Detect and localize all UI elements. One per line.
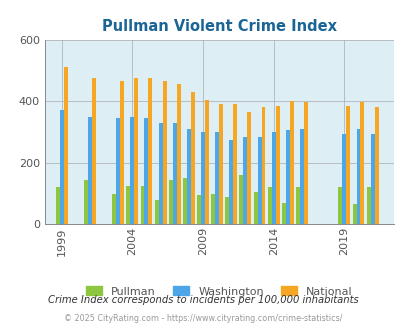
Bar [295, 187, 299, 224]
Bar [176, 84, 180, 224]
Bar [168, 180, 172, 224]
Bar [345, 106, 350, 224]
Bar [92, 78, 96, 224]
Bar [338, 187, 341, 224]
Bar [196, 195, 200, 224]
Bar [134, 78, 138, 224]
Bar [112, 194, 116, 224]
Bar [183, 178, 186, 224]
Bar [186, 129, 190, 224]
Legend: Pullman, Washington, National: Pullman, Washington, National [81, 282, 356, 301]
Bar [211, 194, 215, 224]
Bar [239, 175, 243, 224]
Bar [261, 107, 265, 224]
Bar [275, 106, 279, 224]
Bar [271, 132, 275, 224]
Bar [289, 101, 293, 224]
Bar [267, 187, 271, 224]
Bar [144, 118, 148, 224]
Bar [232, 104, 237, 224]
Bar [140, 186, 144, 224]
Bar [257, 137, 261, 224]
Bar [120, 81, 124, 224]
Bar [130, 116, 134, 224]
Bar [55, 187, 60, 224]
Bar [190, 92, 194, 224]
Bar [370, 134, 374, 224]
Text: Crime Index corresponds to incidents per 100,000 inhabitants: Crime Index corresponds to incidents per… [47, 295, 358, 305]
Bar [215, 132, 219, 224]
Bar [281, 203, 285, 224]
Bar [253, 192, 257, 224]
Bar [352, 204, 356, 224]
Bar [219, 104, 222, 224]
Bar [154, 200, 158, 224]
Bar [162, 81, 166, 224]
Bar [84, 180, 88, 224]
Bar [88, 116, 92, 224]
Bar [229, 140, 232, 224]
Bar [366, 187, 370, 224]
Bar [285, 130, 289, 224]
Bar [341, 134, 345, 224]
Text: © 2025 CityRating.com - https://www.cityrating.com/crime-statistics/: © 2025 CityRating.com - https://www.city… [64, 314, 341, 323]
Bar [60, 111, 64, 224]
Bar [200, 132, 205, 224]
Bar [299, 129, 303, 224]
Bar [116, 118, 120, 224]
Bar [225, 197, 229, 224]
Bar [148, 78, 152, 224]
Bar [243, 137, 247, 224]
Bar [64, 67, 67, 224]
Title: Pullman Violent Crime Index: Pullman Violent Crime Index [102, 19, 336, 34]
Bar [247, 112, 251, 224]
Bar [356, 129, 360, 224]
Bar [126, 186, 130, 224]
Bar [205, 100, 209, 224]
Bar [360, 102, 364, 224]
Bar [303, 102, 307, 224]
Bar [374, 107, 377, 224]
Bar [172, 123, 176, 224]
Bar [158, 123, 162, 224]
